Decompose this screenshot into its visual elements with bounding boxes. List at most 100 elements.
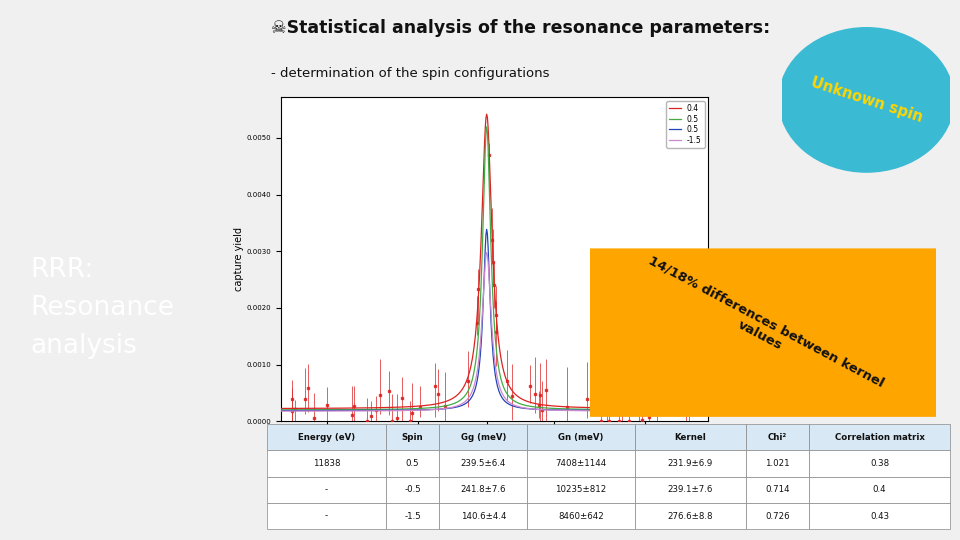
-1.5 [528, 406, 540, 413]
Text: -: - [324, 511, 327, 521]
0.5 [528, 406, 540, 413]
FancyBboxPatch shape [635, 450, 746, 476]
0.4 [351, 405, 363, 411]
Text: Kernel: Kernel [674, 433, 707, 442]
FancyBboxPatch shape [527, 424, 635, 450]
0.4 [528, 400, 540, 407]
Text: 0.5: 0.5 [406, 459, 420, 468]
0.5 [468, 366, 480, 372]
0.5 [528, 403, 540, 410]
Text: 14/18% differences between kernel
values: 14/18% differences between kernel values [639, 254, 887, 403]
FancyBboxPatch shape [440, 503, 527, 529]
Text: 0.38: 0.38 [870, 459, 889, 468]
FancyBboxPatch shape [808, 476, 950, 503]
Y-axis label: capture yield: capture yield [234, 227, 244, 291]
Text: Correlation matrix: Correlation matrix [834, 433, 924, 442]
FancyBboxPatch shape [527, 450, 635, 476]
Text: -: - [324, 485, 327, 494]
Text: 0.726: 0.726 [765, 511, 789, 521]
Text: 239.5±6.4: 239.5±6.4 [461, 459, 506, 468]
-1.5 [703, 408, 714, 414]
FancyBboxPatch shape [635, 503, 746, 529]
0.4 [562, 403, 573, 410]
FancyBboxPatch shape [386, 424, 440, 450]
Text: RRR:
Resonance
analysis: RRR: Resonance analysis [31, 257, 175, 359]
FancyBboxPatch shape [386, 503, 440, 529]
Text: 10235±812: 10235±812 [556, 485, 607, 494]
0.5 [598, 406, 610, 413]
Legend: 0.4, 0.5, 0.5, -1.5: 0.4, 0.5, 0.5, -1.5 [666, 101, 705, 148]
FancyBboxPatch shape [635, 424, 746, 450]
0.4 [276, 405, 287, 411]
FancyBboxPatch shape [746, 450, 808, 476]
0.5 [703, 407, 714, 414]
Text: 11838: 11838 [313, 459, 340, 468]
0.4 [468, 340, 480, 347]
Text: 241.8±7.6: 241.8±7.6 [461, 485, 506, 494]
FancyBboxPatch shape [808, 450, 950, 476]
FancyBboxPatch shape [440, 450, 527, 476]
0.4 [481, 111, 492, 117]
Text: Gn (meV): Gn (meV) [559, 433, 604, 442]
0.5 [276, 407, 287, 413]
0.5 [598, 407, 610, 414]
-1.5 [598, 408, 610, 414]
0.5 [562, 407, 573, 413]
Text: -0.5: -0.5 [404, 485, 420, 494]
0.5 [468, 388, 480, 394]
Text: Energy (eV): Energy (eV) [298, 433, 355, 442]
Text: 140.6±4.4: 140.6±4.4 [461, 511, 506, 521]
FancyBboxPatch shape [440, 424, 527, 450]
-1.5 [351, 408, 363, 414]
-1.5 [385, 408, 396, 414]
FancyBboxPatch shape [635, 476, 746, 503]
FancyBboxPatch shape [267, 424, 386, 450]
FancyBboxPatch shape [386, 476, 440, 503]
0.5 [385, 407, 396, 414]
Text: 0.714: 0.714 [765, 485, 789, 494]
Text: 1.021: 1.021 [765, 459, 789, 468]
FancyBboxPatch shape [746, 503, 808, 529]
0.5 [703, 407, 714, 413]
0.5 [351, 406, 363, 413]
0.4 [703, 405, 714, 411]
Text: 231.9±6.9: 231.9±6.9 [667, 459, 713, 468]
Line: 0.4: 0.4 [281, 114, 708, 408]
FancyBboxPatch shape [440, 476, 527, 503]
-1.5 [562, 407, 573, 414]
Text: 276.6±8.8: 276.6±8.8 [667, 511, 713, 521]
FancyBboxPatch shape [267, 476, 386, 503]
0.5 [276, 407, 287, 414]
Line: -1.5: -1.5 [281, 253, 708, 411]
0.5 [385, 406, 396, 413]
0.5 [351, 407, 363, 414]
FancyBboxPatch shape [267, 503, 386, 529]
FancyBboxPatch shape [386, 450, 440, 476]
0.4 [598, 404, 610, 411]
Line: 0.5: 0.5 [281, 230, 708, 410]
Text: Unknown spin: Unknown spin [808, 75, 924, 125]
Text: 0.43: 0.43 [870, 511, 889, 521]
-1.5 [276, 408, 287, 414]
FancyBboxPatch shape [527, 476, 635, 503]
Text: ☠Statistical analysis of the resonance parameters:: ☠Statistical analysis of the resonance p… [272, 19, 771, 37]
FancyBboxPatch shape [746, 476, 808, 503]
Text: 7408±1144: 7408±1144 [556, 459, 607, 468]
X-axis label: energy (eV): energy (eV) [465, 444, 525, 454]
Text: 0.4: 0.4 [873, 485, 886, 494]
-1.5 [468, 381, 480, 388]
0.4 [385, 404, 396, 410]
FancyBboxPatch shape [267, 450, 386, 476]
Text: - determination of the spin configurations: - determination of the spin configuratio… [272, 68, 550, 80]
0.5 [562, 406, 573, 412]
Line: 0.5: 0.5 [281, 127, 708, 410]
0.5 [481, 226, 492, 233]
-1.5 [481, 249, 492, 256]
Text: Gg (meV): Gg (meV) [461, 433, 506, 442]
Text: 8460±642: 8460±642 [558, 511, 604, 521]
Text: 239.1±7.6: 239.1±7.6 [667, 485, 713, 494]
Text: -1.5: -1.5 [404, 511, 420, 521]
Ellipse shape [779, 27, 954, 173]
Text: Spin: Spin [401, 433, 423, 442]
FancyBboxPatch shape [746, 424, 808, 450]
